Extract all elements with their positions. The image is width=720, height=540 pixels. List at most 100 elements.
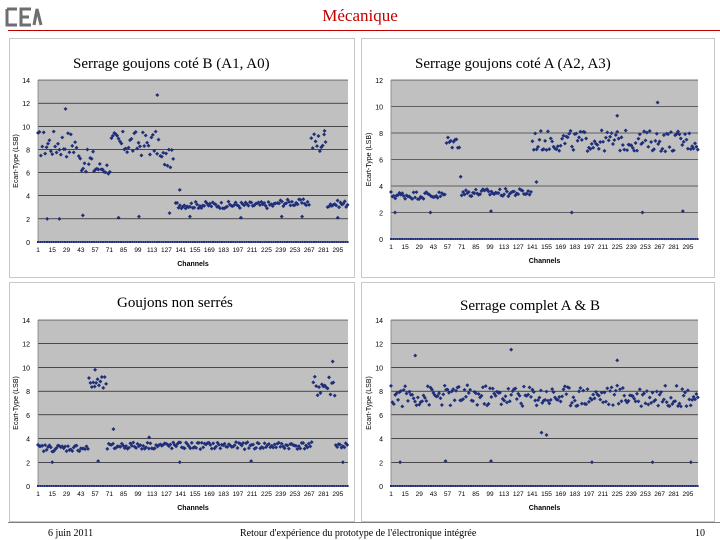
data-point bbox=[640, 140, 645, 145]
zero-point bbox=[66, 241, 69, 243]
zero-point bbox=[498, 238, 501, 240]
zero-point bbox=[196, 241, 199, 243]
zero-point bbox=[48, 485, 51, 487]
zero-point bbox=[187, 485, 190, 487]
y-tick-label: 14 bbox=[22, 78, 30, 85]
zero-point bbox=[412, 238, 415, 240]
zero-point bbox=[638, 485, 641, 487]
zero-point bbox=[494, 238, 497, 240]
zero-point bbox=[432, 485, 435, 487]
chart-title-2: Serrage goujons coté A (A2, A3) bbox=[415, 56, 611, 72]
x-tick-label: 169 bbox=[204, 491, 215, 498]
data-point bbox=[603, 135, 608, 140]
zero-point bbox=[153, 485, 156, 487]
zero-point bbox=[569, 485, 572, 487]
plot-area bbox=[38, 80, 348, 242]
zero-point bbox=[496, 238, 499, 240]
zero-point bbox=[589, 238, 592, 240]
zero-point bbox=[245, 485, 248, 487]
zero-point bbox=[283, 485, 286, 487]
zero-point bbox=[344, 485, 347, 487]
zero-point bbox=[683, 485, 686, 487]
y-tick-label: 12 bbox=[22, 101, 30, 108]
zero-point bbox=[324, 485, 327, 487]
data-point bbox=[87, 375, 91, 380]
data-point bbox=[504, 189, 509, 194]
zero-point bbox=[265, 241, 268, 243]
zero-point bbox=[176, 241, 179, 243]
data-point bbox=[96, 167, 101, 172]
zero-point bbox=[452, 238, 455, 240]
zero-point bbox=[95, 485, 98, 487]
zero-point bbox=[52, 241, 55, 243]
data-point bbox=[63, 106, 68, 111]
zero-point bbox=[627, 238, 630, 240]
x-tick-label: 99 bbox=[134, 491, 142, 498]
zero-point bbox=[565, 485, 568, 487]
data-point bbox=[129, 136, 134, 141]
x-axis-label: Channels bbox=[177, 261, 209, 268]
data-point bbox=[198, 447, 203, 452]
zero-point bbox=[308, 485, 311, 487]
x-tick-label: 71 bbox=[458, 244, 466, 251]
x-tick-label: 57 bbox=[91, 247, 99, 254]
zero-point bbox=[532, 238, 535, 240]
zero-point bbox=[160, 485, 163, 487]
zero-point bbox=[77, 485, 80, 487]
data-point bbox=[422, 395, 427, 400]
data-point bbox=[666, 132, 671, 137]
zero-point bbox=[61, 241, 64, 243]
data-point bbox=[111, 427, 116, 432]
zero-point bbox=[429, 238, 432, 240]
zero-point bbox=[61, 485, 64, 487]
x-tick-label: 99 bbox=[486, 244, 494, 251]
zero-point bbox=[518, 238, 521, 240]
zero-point bbox=[333, 485, 336, 487]
x-tick-label: 169 bbox=[204, 247, 215, 254]
zero-point bbox=[41, 241, 44, 243]
zero-point bbox=[605, 485, 608, 487]
data-point bbox=[67, 150, 72, 155]
x-tick-label: 267 bbox=[304, 247, 315, 254]
data-point bbox=[142, 144, 147, 149]
zero-point bbox=[178, 485, 181, 487]
zero-point bbox=[507, 485, 510, 487]
zero-point bbox=[454, 238, 457, 240]
zero-point bbox=[211, 241, 214, 243]
zero-point bbox=[574, 485, 577, 487]
data-point bbox=[490, 386, 495, 391]
data-point bbox=[192, 205, 197, 210]
zero-point bbox=[171, 485, 174, 487]
zero-point bbox=[674, 485, 677, 487]
zero-point bbox=[607, 485, 610, 487]
data-point bbox=[262, 441, 267, 446]
y-tick-label: 2 bbox=[379, 211, 383, 218]
zero-point bbox=[487, 238, 490, 240]
zero-point bbox=[601, 238, 604, 240]
zero-point bbox=[634, 238, 637, 240]
zero-point bbox=[229, 241, 232, 243]
data-point bbox=[85, 147, 90, 152]
zero-point bbox=[489, 485, 492, 487]
zero-point bbox=[194, 485, 197, 487]
data-point bbox=[635, 391, 639, 396]
data-point bbox=[480, 385, 485, 390]
zero-point bbox=[667, 238, 670, 240]
data-point bbox=[164, 151, 169, 156]
zero-point bbox=[689, 238, 692, 240]
zero-point bbox=[90, 485, 93, 487]
zero-point bbox=[456, 238, 459, 240]
zero-point bbox=[50, 241, 53, 243]
zero-point bbox=[70, 241, 73, 243]
data-point bbox=[155, 151, 160, 156]
y-axis-label: Ecart-Type (LSB) bbox=[366, 376, 373, 430]
zero-point bbox=[527, 238, 530, 240]
data-point bbox=[199, 206, 204, 211]
zero-point bbox=[84, 241, 87, 243]
zero-point bbox=[115, 485, 118, 487]
x-tick-label: 29 bbox=[63, 491, 71, 498]
zero-point bbox=[505, 238, 508, 240]
data-point bbox=[692, 141, 697, 146]
zero-point bbox=[328, 485, 331, 487]
data-point bbox=[673, 399, 678, 404]
